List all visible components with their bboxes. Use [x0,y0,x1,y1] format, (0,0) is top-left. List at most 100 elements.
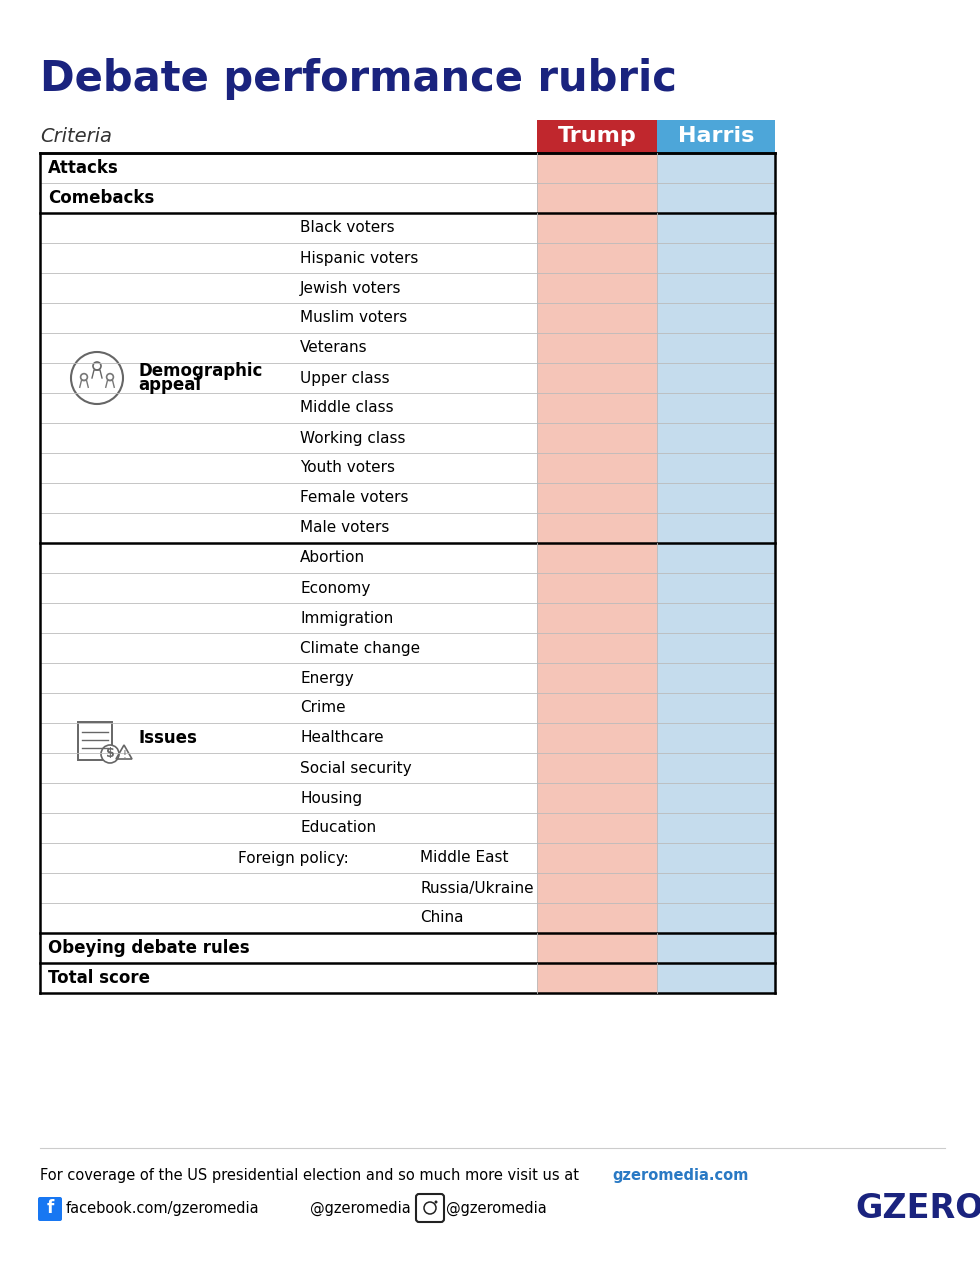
Text: gzeromedia.com: gzeromedia.com [612,1168,749,1183]
Bar [657,273,775,303]
Bar [657,183,775,213]
Bar [657,723,775,753]
Bar [657,333,775,363]
Bar [657,753,775,784]
Bar [537,393,657,424]
Text: Obeying debate rules: Obeying debate rules [48,940,250,957]
Text: Upper class: Upper class [300,370,390,385]
Bar [537,962,657,993]
Text: Attacks: Attacks [48,158,119,178]
Bar [657,843,775,872]
Bar [657,153,775,183]
Text: Climate change: Climate change [300,640,420,656]
Bar [657,903,775,933]
Text: appeal: appeal [138,377,201,394]
Bar [537,183,657,213]
Text: Middle class: Middle class [300,401,394,416]
Bar [657,213,775,243]
Text: Energy: Energy [300,671,354,686]
Circle shape [434,1201,437,1203]
Text: @gzeromedia: @gzeromedia [446,1201,547,1216]
Bar [657,604,775,633]
FancyBboxPatch shape [416,1194,444,1222]
Bar [537,933,657,962]
Text: Healthcare: Healthcare [300,730,383,746]
Text: Debate performance rubric: Debate performance rubric [40,58,677,100]
Text: Youth voters: Youth voters [300,460,395,476]
Text: Jewish voters: Jewish voters [300,280,402,295]
Bar [537,120,657,153]
Text: For coverage of the US presidential election and so much more visit us at: For coverage of the US presidential elec… [40,1168,584,1183]
Bar [537,243,657,273]
Bar [537,424,657,453]
Text: $: $ [106,748,115,761]
Bar [537,273,657,303]
Bar [537,633,657,663]
Text: Criteria: Criteria [40,127,112,146]
Bar [537,514,657,543]
Bar [657,120,775,153]
FancyBboxPatch shape [38,1197,62,1221]
Bar [537,363,657,393]
Bar [657,243,775,273]
Bar [537,543,657,573]
Bar [657,784,775,813]
Text: Harris: Harris [678,127,755,147]
Bar [537,813,657,843]
Text: Muslim voters: Muslim voters [300,311,408,326]
Text: Hispanic voters: Hispanic voters [300,251,418,265]
Bar [537,753,657,784]
Bar [537,723,657,753]
Bar [657,633,775,663]
Text: Veterans: Veterans [300,341,368,355]
Bar [657,424,775,453]
Text: Demographic: Demographic [138,361,263,380]
Text: Total score: Total score [48,969,150,987]
Text: f: f [46,1200,54,1217]
Bar [537,483,657,514]
Text: Housing: Housing [300,790,363,805]
Text: Foreign policy:: Foreign policy: [238,851,349,866]
Text: Russia/Ukraine: Russia/Ukraine [420,880,534,895]
Bar [657,303,775,333]
Bar [657,962,775,993]
Text: China: China [420,910,464,926]
Bar [537,333,657,363]
Text: Comebacks: Comebacks [48,189,154,207]
Text: @gzeromedia: @gzeromedia [310,1201,411,1216]
Bar [537,604,657,633]
Bar [657,363,775,393]
Text: Social security: Social security [300,761,412,776]
Bar [537,694,657,723]
Text: Middle East: Middle East [420,851,509,866]
Text: Economy: Economy [300,581,370,596]
Bar [657,813,775,843]
Bar [657,573,775,604]
Bar [657,543,775,573]
Bar [537,303,657,333]
Text: facebook.com/gzeromedia: facebook.com/gzeromedia [66,1201,260,1216]
Text: Trump: Trump [558,127,636,147]
Bar [657,483,775,514]
Text: Issues: Issues [138,729,197,747]
Bar [657,872,775,903]
Bar [537,453,657,483]
Bar [657,933,775,962]
Text: Abortion: Abortion [300,550,366,566]
Circle shape [101,746,119,763]
Text: Crime: Crime [300,700,346,715]
Bar [657,694,775,723]
Text: !: ! [122,749,126,760]
FancyBboxPatch shape [78,721,112,760]
Bar [537,213,657,243]
Bar [537,872,657,903]
Text: Immigration: Immigration [300,610,393,625]
Bar [537,843,657,872]
Bar [657,453,775,483]
Text: Male voters: Male voters [300,520,389,535]
Bar [537,573,657,604]
Bar [657,514,775,543]
Bar [537,784,657,813]
Text: Education: Education [300,820,376,836]
Text: Black voters: Black voters [300,221,395,236]
